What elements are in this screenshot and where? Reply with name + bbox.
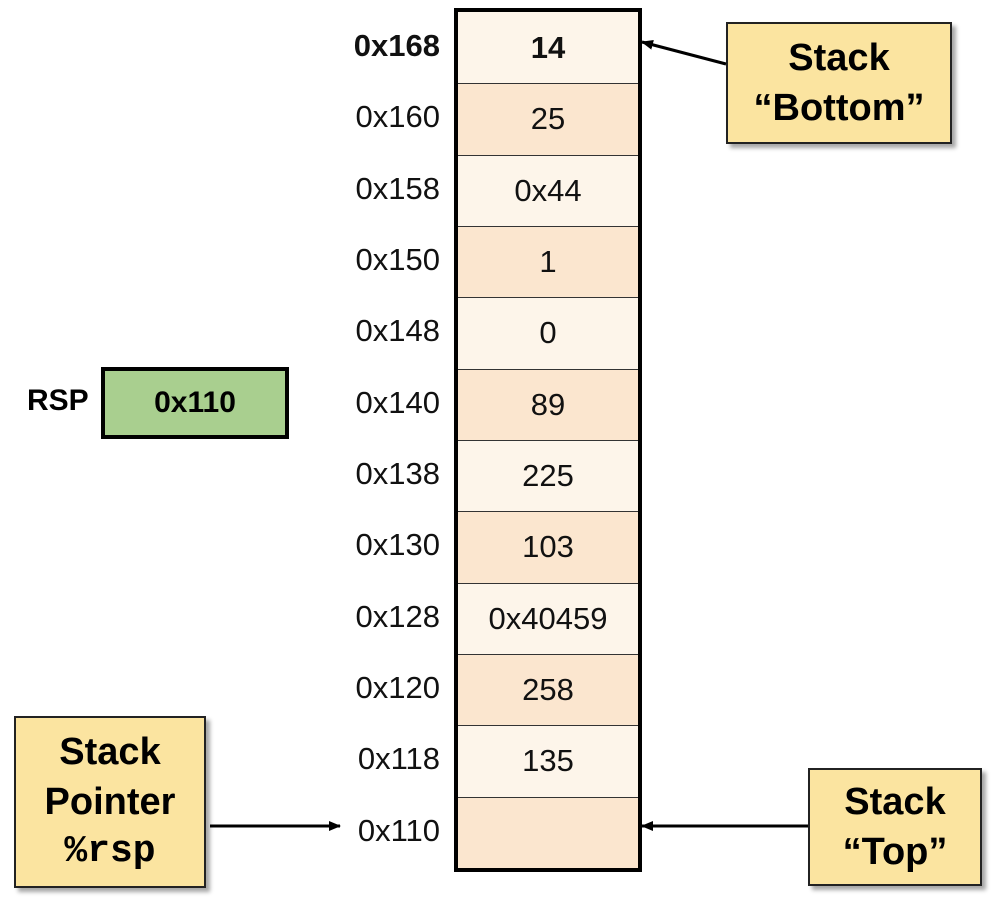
address-label: 0x138 (355, 456, 440, 491)
address-label: 0x130 (355, 527, 440, 563)
address-label: 0x150 (355, 242, 440, 277)
address-label: 0x148 (355, 313, 440, 349)
callout-line: “Top” (842, 831, 948, 873)
stack-cell: 25 (458, 83, 638, 155)
stack-pointer-callout: Stack Pointer %rsp (14, 716, 206, 888)
address-label: 0x120 (355, 670, 440, 705)
register-value: 0x110 (101, 367, 289, 439)
address-label: 0x168 (353, 28, 440, 63)
stack-cell: 89 (458, 368, 638, 440)
stack-top-callout: Stack “Top” (808, 768, 982, 886)
address-label: 0x160 (355, 99, 440, 135)
callout-line: Pointer (44, 781, 176, 823)
address-label: 0x118 (357, 741, 440, 777)
stack-bottom-callout: Stack “Bottom” (726, 22, 952, 144)
stack-cell-empty (458, 796, 638, 868)
stack-cell: 0x44 (458, 154, 638, 226)
callout-line: Stack (788, 37, 890, 79)
callout-line: Stack (59, 731, 161, 773)
stack-memory: 14 25 0x44 1 0 89 225 103 0x40459 258 13… (454, 8, 642, 872)
stack-cell: 225 (458, 440, 638, 512)
callout-register-name: %rsp (64, 830, 156, 873)
address-label: 0x110 (357, 812, 440, 848)
stack-cell: 0x40459 (458, 582, 638, 654)
register-label: RSP (27, 384, 89, 417)
address-label: 0x158 (355, 170, 440, 206)
callout-line: Stack (844, 781, 946, 823)
stack-cell: 0 (458, 297, 638, 369)
stack-cell: 103 (458, 511, 638, 583)
stack-cell: 258 (458, 654, 638, 726)
stack-cell: 14 (458, 12, 638, 84)
stack-cell: 135 (458, 725, 638, 797)
bottom-arrow (641, 39, 727, 66)
stack-cell: 1 (458, 226, 638, 298)
callout-line: “Bottom” (753, 87, 925, 129)
address-label: 0x128 (355, 598, 440, 634)
address-label: 0x140 (355, 384, 440, 420)
